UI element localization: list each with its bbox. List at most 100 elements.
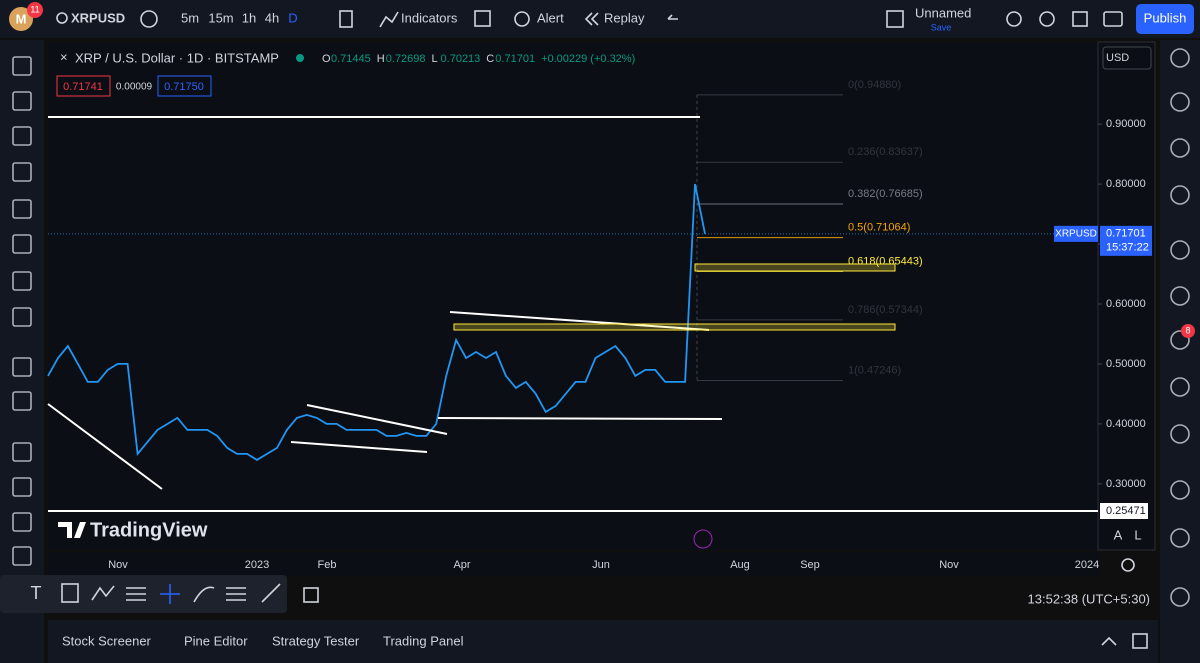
fib-label: 0(0.94880) (848, 79, 901, 91)
sidebar-icon[interactable] (1170, 92, 1190, 112)
indicators[interactable]: Indicators (401, 10, 458, 25)
replay[interactable]: Replay (604, 10, 645, 25)
ohlc-value: 0.72698 (386, 53, 426, 65)
tool-icon[interactable] (12, 391, 32, 411)
fullscreen[interactable] (1072, 11, 1088, 27)
brush-tool[interactable] (193, 586, 215, 603)
templates-icon[interactable] (474, 10, 491, 27)
tool-icon[interactable] (12, 442, 32, 462)
tool-icon[interactable] (12, 477, 32, 497)
interval[interactable]: 15m (208, 10, 233, 25)
bottom-tab[interactable]: Trading Panel (383, 633, 464, 648)
x-tick-label: Nov (108, 559, 128, 571)
avatar[interactable] (9, 7, 33, 31)
tool-icon[interactable] (12, 126, 32, 146)
path-tool[interactable] (91, 585, 115, 601)
cross-tool[interactable] (160, 584, 180, 604)
sidebar-icon[interactable] (1170, 185, 1190, 205)
bottom-tab[interactable]: Strategy Tester (272, 633, 360, 648)
sidebar-icon[interactable] (1170, 240, 1190, 260)
quick-search[interactable] (1006, 11, 1022, 27)
currency[interactable]: USD (1106, 52, 1129, 64)
publish: Publish (1144, 10, 1187, 25)
axis-settings[interactable] (1121, 558, 1135, 572)
tool-icon[interactable] (12, 512, 32, 532)
fib-tool[interactable] (126, 587, 146, 601)
y-tick-label: 0.90000 (1106, 118, 1146, 130)
tool-icon[interactable] (12, 271, 32, 291)
ohlc-value: 0.71701 (495, 53, 535, 65)
y-tick-label: 0.50000 (1106, 358, 1146, 370)
bottom-tab[interactable]: Pine Editor (184, 633, 248, 648)
layout-checkbox[interactable] (886, 10, 904, 28)
tool-icon[interactable] (12, 91, 32, 111)
alert[interactable]: Alert (537, 10, 564, 25)
tool-icon[interactable] (12, 199, 32, 219)
chart-type-icon[interactable] (339, 10, 353, 28)
log-scale[interactable]: L (1134, 527, 1141, 542)
interval[interactable]: D (288, 10, 297, 25)
tool-icon[interactable] (12, 162, 32, 182)
sidebar-icon[interactable] (1170, 480, 1190, 500)
tool-icon[interactable] (12, 234, 32, 254)
publish-button[interactable] (1136, 4, 1194, 34)
ohlc-key: L (432, 53, 438, 65)
events-icon[interactable] (693, 529, 713, 549)
bottom-tab[interactable]: Stock Screener (62, 633, 152, 648)
collapse[interactable] (1101, 636, 1117, 646)
calendar-icon[interactable] (303, 587, 319, 603)
ohlc-key: H (377, 53, 385, 65)
ask-box (157, 75, 212, 97)
symbol-tag (1054, 225, 1098, 242)
symbol[interactable]: XRPUSD (71, 10, 125, 25)
x-tick-label: 2023 (245, 559, 269, 571)
interval[interactable]: 4h (265, 10, 279, 25)
line-tool[interactable] (261, 583, 281, 603)
pattern-tool[interactable] (226, 587, 246, 601)
notification-badge (1181, 324, 1195, 338)
sidebar-icon[interactable] (1170, 587, 1190, 607)
maximize[interactable] (1132, 633, 1148, 649)
hline-tag-value: 0.25471 (1106, 505, 1146, 517)
interval[interactable]: 1h (242, 10, 256, 25)
rect-tool[interactable] (61, 583, 79, 603)
drawings (47, 116, 723, 490)
close-x[interactable]: × (60, 49, 68, 64)
add-symbol[interactable] (140, 10, 158, 28)
ask: 0.71750 (164, 81, 204, 93)
wedge-top (306, 404, 448, 435)
sidebar-icon[interactable] (1170, 286, 1190, 306)
snapshot[interactable] (1103, 11, 1123, 27)
text-tool[interactable]: T (31, 583, 42, 603)
sidebar-icon[interactable] (1170, 424, 1190, 444)
x-tick-label: Aug (730, 559, 750, 571)
sidebar-icon[interactable] (1170, 330, 1190, 350)
currency-box[interactable] (1102, 46, 1152, 70)
settings[interactable] (1039, 11, 1055, 27)
layout-name[interactable]: Unnamed (915, 5, 971, 20)
sidebar-icon[interactable] (1170, 48, 1190, 68)
y-tick-label: 0.40000 (1106, 418, 1146, 430)
symbol-tag-text: XRPUSD (1055, 228, 1097, 239)
interval[interactable]: 5m (181, 10, 199, 25)
tool-icon[interactable] (12, 546, 32, 566)
fib-label: 0.5(0.71064) (848, 222, 910, 234)
sidebar-icon[interactable] (1170, 377, 1190, 397)
tool-icon[interactable] (12, 56, 32, 76)
change: +0.00229 (+0.32%) (541, 53, 635, 65)
price-tag-value: 0.71701 (1106, 228, 1146, 240)
tool-icon[interactable] (12, 357, 32, 377)
sidebar-icon[interactable] (1170, 138, 1190, 158)
undo[interactable] (667, 14, 678, 20)
save[interactable]: Save (931, 22, 952, 32)
fib-label: 0.786(0.57344) (848, 304, 923, 316)
price-axis (1097, 41, 1156, 551)
tool-icon[interactable] (12, 307, 32, 327)
fib-label: 0.236(0.83637) (848, 146, 923, 158)
market-status (296, 54, 304, 62)
auto-scale[interactable]: A (1114, 527, 1123, 542)
sidebar-icon[interactable] (1170, 528, 1190, 548)
chart-pane (48, 42, 1098, 550)
